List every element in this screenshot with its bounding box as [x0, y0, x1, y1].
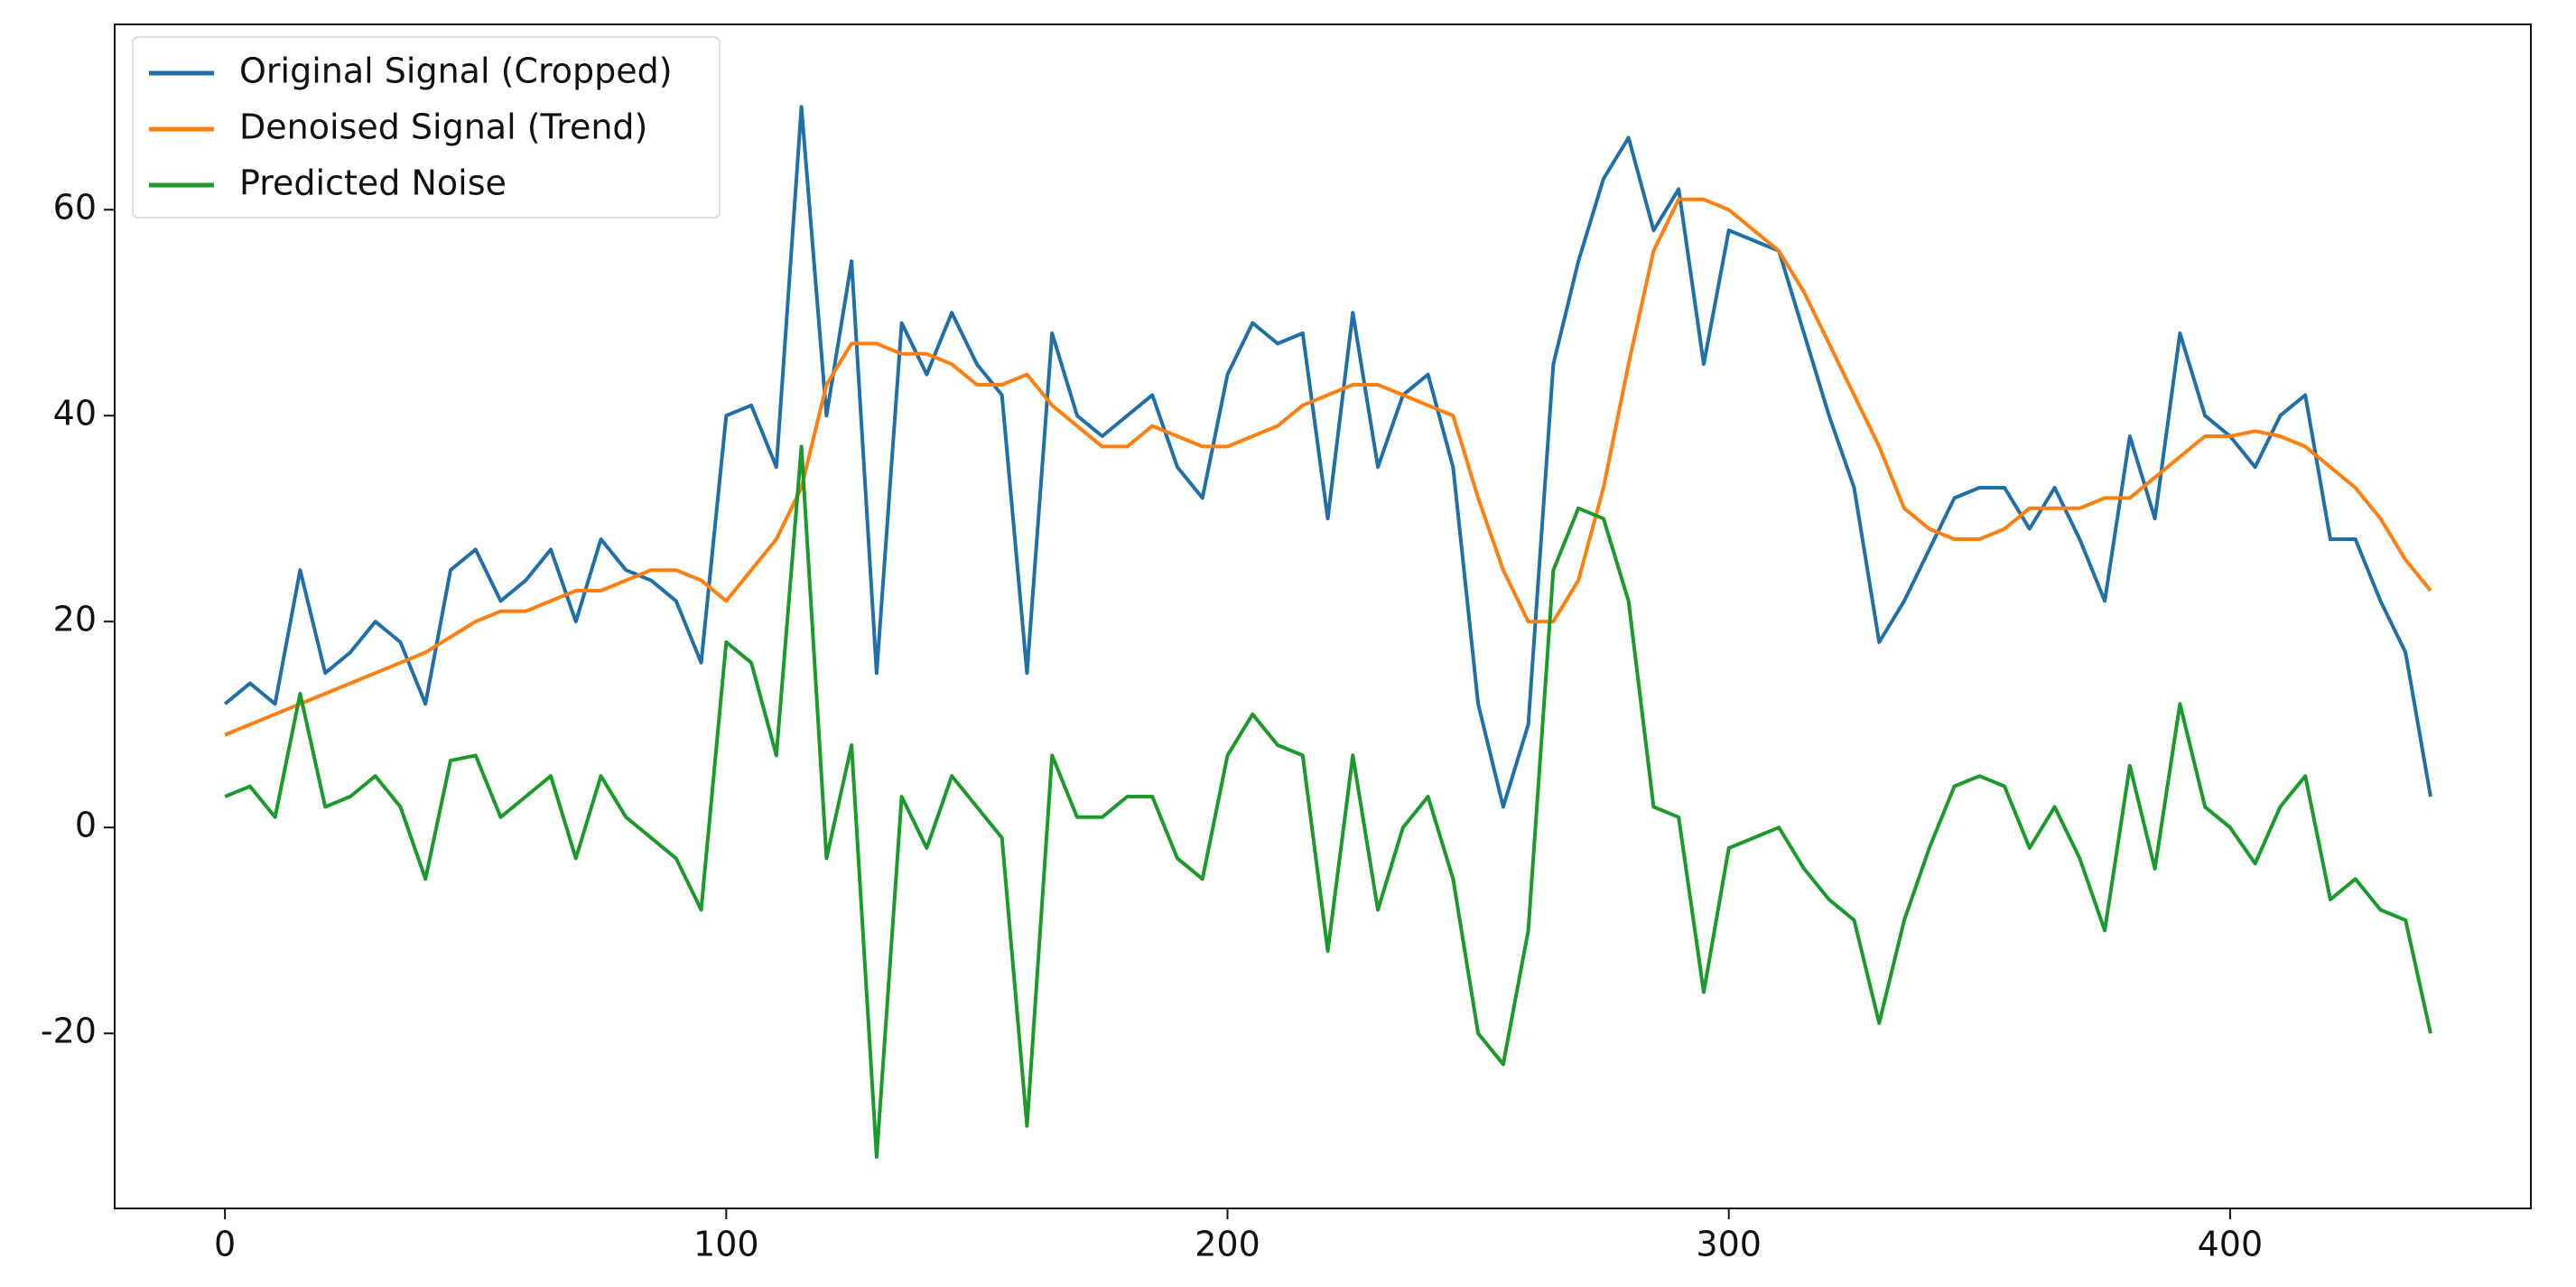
series-line [223, 105, 2432, 809]
legend-label: Denoised Signal (Trend) [239, 107, 647, 147]
y-tick-label: 60 [53, 188, 97, 228]
series-line [224, 444, 2432, 1159]
x-tick-label: 200 [1195, 1225, 1260, 1264]
legend-label: Original Signal (Cropped) [239, 51, 673, 91]
legend-label: Predicted Noise [239, 163, 507, 203]
y-tick-label: -20 [41, 1012, 97, 1051]
legend-box [132, 36, 721, 219]
x-tick-label: 300 [1696, 1225, 1762, 1264]
x-tick-label: 400 [2198, 1225, 2264, 1264]
y-tick-label: 40 [53, 394, 97, 434]
y-tick-label: 20 [53, 600, 97, 639]
series-line [224, 197, 2432, 737]
x-tick-label: 0 [214, 1225, 236, 1264]
y-tick-label: 0 [75, 806, 97, 845]
x-tick-label: 100 [693, 1225, 759, 1264]
plot-frame [114, 23, 2532, 1209]
